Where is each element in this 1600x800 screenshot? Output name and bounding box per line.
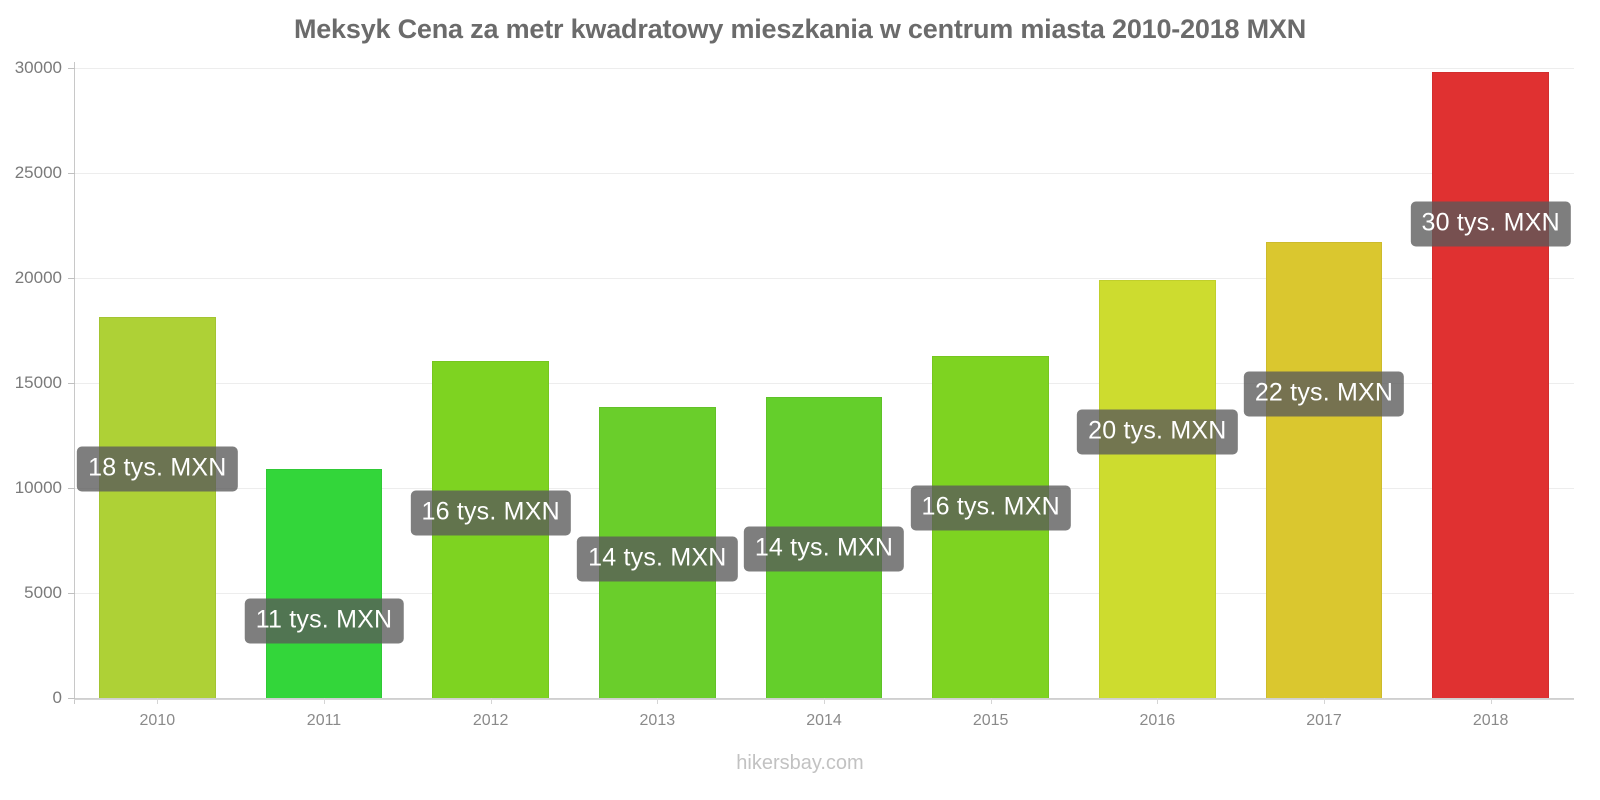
bar-slot — [1265, 68, 1383, 698]
bar-value-label: 30 tys. MXN — [1410, 201, 1571, 247]
y-axis-tick-labels: 0 5000 10000 15000 20000 25000 30000 — [0, 58, 62, 707]
y-axis-tick-mark — [68, 593, 75, 594]
y-axis-tick-mark — [68, 383, 75, 384]
gridline — [74, 68, 1574, 69]
y-axis-tick-mark — [68, 698, 75, 699]
bar-slot — [265, 68, 383, 698]
y-axis-tick-label: 25000 — [14, 163, 62, 182]
x-axis-tick-label: 2012 — [472, 712, 509, 729]
bar-slot — [99, 68, 216, 698]
gridline — [74, 278, 1574, 279]
y-axis-tick-marks — [0, 68, 80, 699]
bar-slot — [765, 68, 883, 698]
bar-slot — [1432, 68, 1549, 698]
y-axis-tick-label: 5000 — [24, 583, 62, 602]
gridline — [74, 383, 1574, 384]
y-axis-tick-label: 20000 — [14, 268, 62, 287]
bar-slot — [1099, 68, 1216, 698]
bar-value-label: 16 tys. MXN — [910, 485, 1071, 531]
footer-attribution: hikersbay.com — [736, 752, 864, 774]
x-axis-tick-label: 2017 — [1306, 712, 1342, 729]
bar-slot — [432, 68, 549, 698]
bar[interactable] — [99, 316, 216, 698]
bar-value-label: 22 tys. MXN — [1243, 371, 1405, 417]
x-axis-tick-label: 2014 — [806, 712, 842, 729]
y-axis-tick-mark — [68, 278, 75, 279]
bar-slot — [599, 68, 716, 698]
x-axis-tick-mark — [657, 698, 659, 704]
bar[interactable] — [265, 469, 383, 698]
x-axis-tick-mark — [824, 698, 825, 704]
x-axis-tick-mark — [490, 698, 492, 704]
bar-slot — [932, 68, 1049, 698]
y-axis-tick-mark — [68, 68, 75, 69]
x-axis-tick-mark — [157, 698, 159, 704]
y-axis-tick-label: 10000 — [14, 478, 62, 497]
x-axis-tick-mark — [1490, 698, 1492, 704]
x-axis-tick-label: 2013 — [639, 712, 676, 729]
y-axis-tick-label: 0 — [52, 688, 62, 707]
x-axis-tick-label: 2015 — [972, 712, 1009, 729]
page-title: Meksyk Cena za metr kwadratowy mieszkani… — [293, 14, 1307, 44]
y-axis-tick-mark — [68, 173, 75, 174]
y-axis-tick-mark — [68, 488, 75, 489]
bar-value-label: 18 tys. MXN — [77, 446, 238, 492]
x-axis-tick-label: 2018 — [1472, 712, 1509, 729]
bar-value-label: 11 tys. MXN — [244, 598, 404, 644]
bar[interactable] — [1265, 242, 1383, 698]
x-axis-tick-mark — [1157, 698, 1159, 704]
y-axis-tick-label: 15000 — [14, 373, 62, 392]
bar[interactable] — [1099, 280, 1216, 698]
x-axis-tick-label: 2010 — [139, 712, 176, 729]
bar-value-label: 14 tys. MXN — [577, 536, 738, 582]
x-axis-tick-label: 2011 — [306, 712, 342, 729]
bar-value-label: 20 tys. MXN — [1077, 409, 1238, 455]
y-axis-tick-label: 30000 — [14, 58, 62, 77]
bar-value-label: 16 tys. MXN — [410, 490, 571, 536]
x-axis-tick-mark — [324, 698, 325, 704]
bar[interactable] — [1432, 72, 1549, 698]
x-axis-tick-mark — [990, 698, 992, 704]
gridline — [74, 173, 1574, 174]
x-axis-tick-mark — [1324, 698, 1325, 704]
x-axis-tick-label: 2016 — [1139, 712, 1176, 729]
bar-value-label: 14 tys. MXN — [743, 526, 905, 572]
